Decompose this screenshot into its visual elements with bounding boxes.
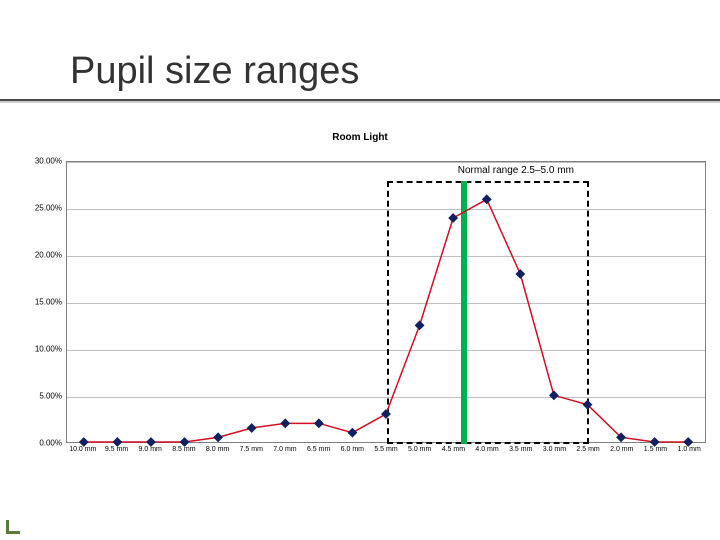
x-axis-label: 1.5 mm (641, 446, 669, 454)
y-axis-label: 30.00% (22, 157, 62, 166)
x-axis-label: 7.5 mm (237, 446, 265, 454)
slide: Pupil size ranges Room Light Normal rang… (0, 0, 720, 540)
series-line (84, 199, 688, 442)
x-axis-label: 1.0 mm (675, 446, 703, 454)
y-axis-label: 10.00% (22, 345, 62, 354)
data-marker (448, 213, 458, 223)
x-axis-label: 8.5 mm (170, 446, 198, 454)
x-axis-label: 5.0 mm (406, 446, 434, 454)
data-series (67, 162, 705, 442)
x-axis-label: 4.5 mm (439, 446, 467, 454)
page-title: Pupil size ranges (70, 50, 720, 93)
data-marker (415, 320, 425, 330)
data-marker (213, 432, 223, 442)
x-axis-label: 3.5 mm (507, 446, 535, 454)
y-axis-label: 15.00% (22, 298, 62, 307)
x-axis-label: 3.0 mm (540, 446, 568, 454)
x-axis-label: 2.5 mm (574, 446, 602, 454)
x-axis-label: 7.0 mm (271, 446, 299, 454)
plot-area: Normal range 2.5–5.0 mm (66, 161, 706, 443)
y-axis-label: 20.00% (22, 251, 62, 260)
data-marker (381, 409, 391, 419)
x-axis-label: 9.5 mm (103, 446, 131, 454)
x-axis-label: 10.0 mm (69, 446, 97, 454)
data-marker (314, 418, 324, 428)
data-marker (347, 428, 357, 438)
x-axis-label: 2.0 mm (608, 446, 636, 454)
corner-accent-icon (6, 520, 20, 534)
y-axis-label: 25.00% (22, 204, 62, 213)
title-rule-light (0, 101, 720, 103)
chart: Normal range 2.5–5.0 mm 0.00% 5.00% 10.00%… (20, 155, 710, 475)
x-axis-label: 9.0 mm (136, 446, 164, 454)
data-marker (515, 269, 525, 279)
x-axis-label: 5.5 mm (372, 446, 400, 454)
title-block: Pupil size ranges (0, 50, 720, 103)
y-axis-label: 0.00% (22, 439, 62, 448)
chart-subtitle: Room Light (0, 132, 720, 143)
data-marker (280, 418, 290, 428)
data-marker (482, 194, 492, 204)
data-marker (247, 423, 257, 433)
x-axis-label: 8.0 mm (204, 446, 232, 454)
data-marker (549, 390, 559, 400)
x-axis-label: 4.0 mm (473, 446, 501, 454)
x-axis-label: 6.5 mm (305, 446, 333, 454)
x-axis-label: 6.0 mm (338, 446, 366, 454)
y-axis-label: 5.00% (22, 392, 62, 401)
